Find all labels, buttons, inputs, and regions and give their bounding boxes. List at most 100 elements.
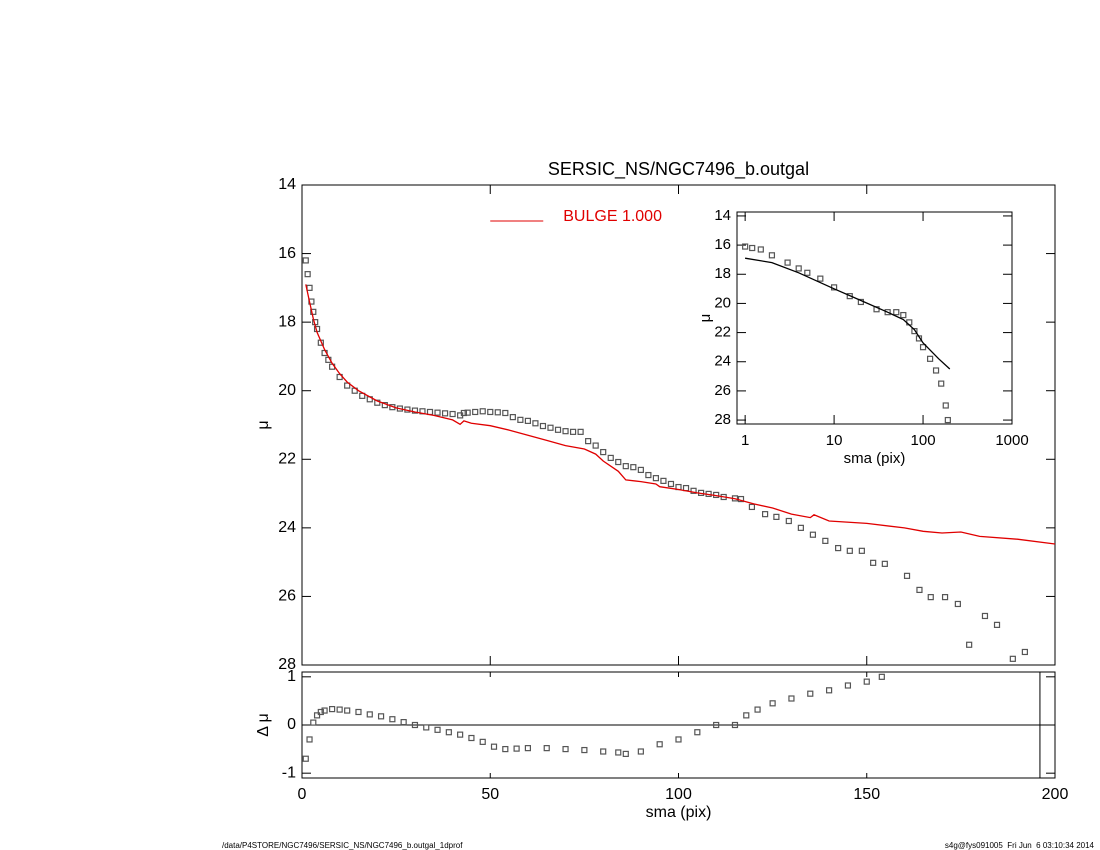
data-point bbox=[411, 721, 419, 729]
data-point bbox=[615, 749, 622, 756]
data-point bbox=[757, 246, 764, 253]
y-tick-label: 20 bbox=[714, 294, 731, 311]
data-point bbox=[822, 537, 829, 544]
y-tick-label: 16 bbox=[278, 245, 296, 262]
data-point bbox=[509, 414, 516, 421]
data-point bbox=[1009, 655, 1016, 662]
data-point bbox=[916, 586, 923, 594]
data-point bbox=[513, 745, 520, 752]
data-point bbox=[547, 424, 554, 431]
data-point bbox=[607, 454, 614, 462]
y-tick-label: 14 bbox=[714, 207, 731, 224]
data-point bbox=[517, 416, 524, 423]
data-point bbox=[630, 464, 637, 471]
x-tick-label: 0 bbox=[298, 786, 307, 803]
chart-title: SERSIC_NS/NGC7496_b.outgal bbox=[548, 159, 809, 180]
data-point bbox=[858, 547, 865, 554]
y-axis-label: Δ μ bbox=[255, 713, 272, 736]
data-point bbox=[494, 409, 501, 416]
data-point bbox=[468, 734, 475, 742]
plot-frame bbox=[736, 211, 1013, 425]
data-point bbox=[941, 594, 949, 601]
data-point bbox=[637, 748, 644, 755]
data-point bbox=[954, 600, 961, 608]
data-point bbox=[795, 265, 802, 272]
data-point bbox=[472, 408, 479, 416]
data-point bbox=[562, 428, 569, 435]
data-point bbox=[479, 738, 486, 745]
footer-left: /data/P4STORE/NGC7496/SERSIC_NS/NGC7496_… bbox=[222, 841, 463, 850]
x-tick-label: 150 bbox=[853, 786, 880, 803]
data-point bbox=[460, 409, 467, 417]
data-point bbox=[336, 706, 343, 713]
data-point bbox=[773, 513, 780, 520]
data-point bbox=[846, 547, 853, 554]
y-tick-label: 24 bbox=[278, 519, 296, 536]
data-point bbox=[581, 746, 588, 754]
data-point bbox=[938, 380, 945, 387]
data-point bbox=[817, 275, 824, 282]
data-point bbox=[524, 417, 532, 424]
x-tick-label: 200 bbox=[1042, 786, 1069, 803]
data-point bbox=[731, 721, 739, 729]
data-point bbox=[441, 410, 449, 417]
y-axis-label: μ bbox=[255, 420, 272, 429]
data-point bbox=[366, 711, 373, 718]
data-point bbox=[355, 708, 362, 716]
data-point bbox=[825, 687, 833, 694]
data-point bbox=[769, 700, 776, 707]
y-tick-label: 18 bbox=[714, 265, 731, 282]
data-point bbox=[539, 422, 547, 430]
data-point bbox=[449, 410, 456, 418]
data-point bbox=[863, 678, 870, 685]
data-point bbox=[835, 544, 842, 552]
data-point bbox=[1021, 648, 1028, 656]
data-point bbox=[694, 729, 701, 736]
data-point bbox=[434, 726, 441, 733]
y-tick-label: 20 bbox=[278, 382, 296, 399]
data-point bbox=[788, 695, 795, 702]
data-point bbox=[600, 748, 607, 755]
y-tick-label: 24 bbox=[714, 353, 731, 370]
data-point bbox=[464, 409, 471, 416]
data-point bbox=[306, 284, 313, 291]
data-point bbox=[927, 594, 934, 601]
data-point bbox=[569, 428, 577, 435]
data-point bbox=[809, 531, 817, 538]
data-point bbox=[321, 707, 328, 714]
data-point bbox=[423, 724, 430, 731]
model-line bbox=[305, 284, 1055, 545]
data-point bbox=[652, 475, 660, 482]
data-point bbox=[785, 517, 792, 525]
data-point bbox=[479, 408, 486, 415]
x-tick-label: 50 bbox=[481, 786, 499, 803]
data-point bbox=[445, 729, 452, 736]
data-point bbox=[870, 559, 877, 566]
data-point bbox=[966, 641, 973, 648]
data-point bbox=[919, 344, 927, 351]
data-point bbox=[426, 408, 434, 416]
data-point bbox=[645, 471, 652, 479]
y-tick-label: 1 bbox=[287, 668, 296, 685]
data-point bbox=[434, 409, 441, 416]
series-group bbox=[302, 257, 1055, 662]
data-point bbox=[524, 745, 532, 752]
legend-label: BULGE 1.000 bbox=[563, 208, 662, 225]
data-point bbox=[903, 572, 911, 579]
series-group bbox=[302, 673, 885, 762]
data-point bbox=[944, 416, 951, 424]
y-tick-label: 16 bbox=[714, 236, 731, 253]
y-tick-label: 26 bbox=[278, 588, 296, 605]
data-point bbox=[554, 426, 562, 433]
data-point bbox=[585, 438, 592, 445]
y-tick-label: 22 bbox=[714, 324, 731, 341]
data-point bbox=[878, 673, 885, 680]
data-point bbox=[622, 750, 629, 758]
data-point bbox=[942, 402, 949, 409]
data-point bbox=[329, 705, 336, 713]
data-point bbox=[656, 741, 663, 748]
x-tick-label: 1000 bbox=[995, 432, 1028, 449]
x-axis-label: sma (pix) bbox=[844, 450, 906, 467]
footer-right: s4g@fys091005 Fri Jun 6 03:10:34 2014 bbox=[945, 841, 1095, 850]
data-point bbox=[457, 731, 464, 738]
